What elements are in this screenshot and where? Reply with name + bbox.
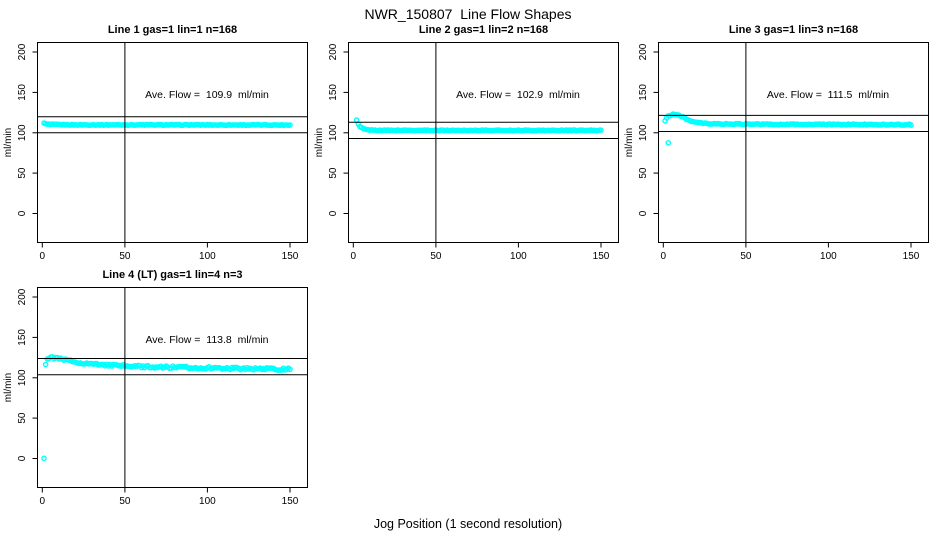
y-tick-label: 50 [638,167,649,179]
x-tick-label: 0 [40,251,46,262]
outlier-point [665,140,672,146]
plot-border [658,42,929,243]
x-tick-label: 100 [199,251,216,262]
panel-2-chart-canvas: 0 50 100 150 0 50 100 150 200 ml/min [314,42,619,262]
x-tick-label: 50 [119,496,131,507]
data-points-series [662,111,914,146]
y-tick-label: 100 [638,124,649,141]
data-point [42,361,49,368]
panel-line-4: Line 4 (LT) gas=1 lin=4 n=3 Ave. Flow = … [3,269,308,507]
y-tick-label: 50 [328,167,339,179]
plot-border [37,287,308,488]
y-axis-title: ml/min [3,128,14,157]
y-tick-label: 100 [328,124,339,141]
x-tick-label: 0 [40,496,46,507]
data-point [287,122,293,128]
outlier-point [41,455,47,462]
panel-3-ave-flow-annotation: Ave. Flow = 111.5 ml/min [766,89,890,101]
y-axis-title: ml/min [624,128,635,157]
y-tick-label: 200 [17,43,28,60]
x-tick-label: 100 [199,496,216,507]
x-tick-label: 150 [903,251,920,262]
x-tick-label: 150 [593,251,610,262]
panel-4-chart-canvas: 0 50 100 150 0 50 100 150 200 ml/min [3,287,308,507]
x-tick-label: 50 [430,251,442,262]
y-tick-label: 150 [17,84,28,101]
y-tick-label: 200 [328,43,339,60]
panel-line-1: Line 1 gas=1 lin=1 n=168 Ave. Flow = 109… [3,24,308,262]
panel-1-ave-flow-annotation: Ave. Flow = 109.9 ml/min [145,89,269,101]
x-tick-label: 0 [661,251,667,262]
x-tick-label: 150 [282,251,299,262]
y-tick-label: 100 [17,124,28,141]
data-points-series [353,117,604,134]
data-points-series [41,120,293,129]
panel-1-title: Line 1 gas=1 lin=1 n=168 [107,24,238,36]
x-tick-label: 100 [510,251,527,262]
panel-3-chart-canvas: 0 50 100 150 0 50 100 150 200 ml/min [624,42,929,262]
y-tick-label: 150 [328,84,339,101]
y-axis-title: ml/min [314,128,325,157]
panel-4-ave-flow-annotation: Ave. Flow = 113.8 ml/min [145,334,269,346]
y-tick-label: 0 [328,210,339,216]
x-tick-label: 150 [282,496,299,507]
panel-line-3: Line 3 gas=1 lin=3 n=168 Ave. Flow = 111… [624,24,929,262]
data-point [908,122,914,128]
y-tick-label: 50 [17,167,28,179]
y-tick-label: 0 [17,210,28,216]
plot-border [348,42,619,243]
panel-2-ave-flow-annotation: Ave. Flow = 102.9 ml/min [456,89,580,101]
figure-title: NWR_150807 Line Flow Shapes [364,6,572,22]
x-tick-label: 50 [740,251,752,262]
y-tick-label: 0 [638,210,649,216]
panel-3-title: Line 3 gas=1 lin=3 n=168 [728,24,859,36]
data-point [287,366,293,373]
y-tick-label: 0 [17,455,28,461]
x-tick-label: 0 [351,251,357,262]
y-tick-label: 150 [638,84,649,101]
x-tick-label: 100 [820,251,837,262]
data-points-series [41,354,293,462]
panel-2-title: Line 2 gas=1 lin=2 n=168 [418,24,549,36]
panel-1-chart-canvas: 0 50 100 150 0 50 100 150 200 ml/min [3,42,308,262]
plot-border [37,42,308,243]
panel-line-2: Line 2 gas=1 lin=2 n=168 Ave. Flow = 102… [314,24,619,262]
x-axis-label: Jog Position (1 second resolution) [373,517,563,531]
y-tick-label: 100 [17,369,28,386]
y-tick-label: 150 [17,329,28,346]
y-tick-label: 200 [17,288,28,305]
panel-4-title: Line 4 (LT) gas=1 lin=4 n=3 [102,269,243,281]
y-tick-label: 50 [17,412,28,424]
y-tick-label: 200 [638,43,649,60]
data-point [598,127,604,133]
y-axis-title: ml/min [3,373,14,402]
x-tick-label: 50 [119,251,131,262]
